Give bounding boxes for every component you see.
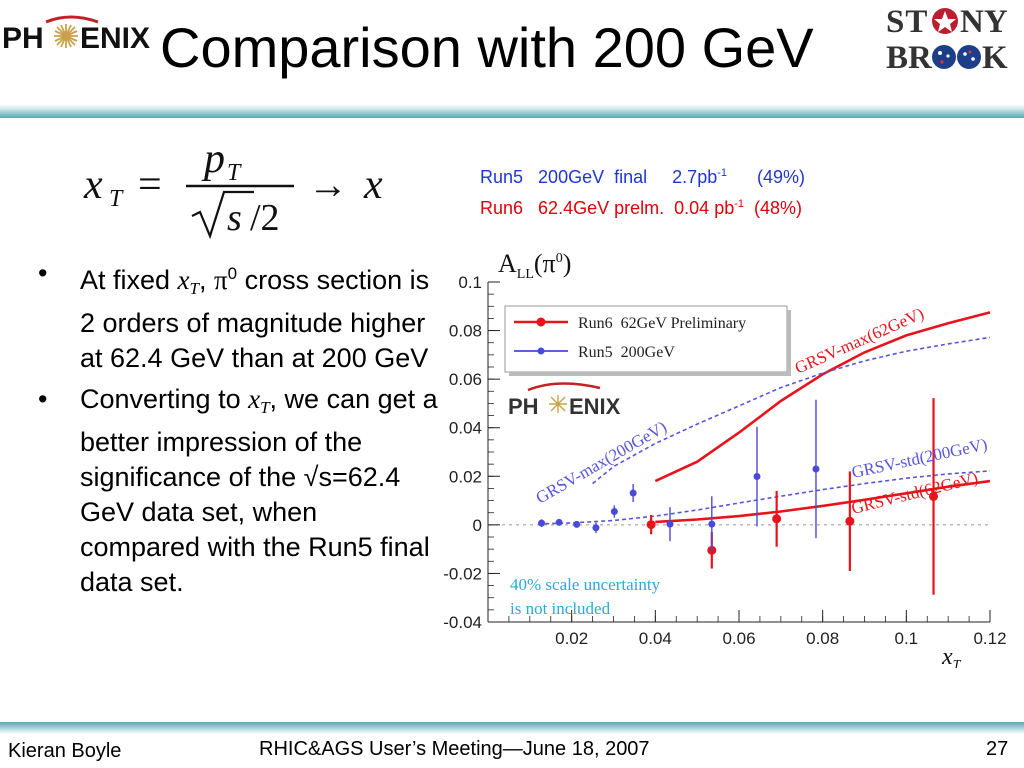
title-divider — [0, 104, 1024, 118]
legend-run6-label: Run6 62GeV Preliminary — [578, 315, 746, 332]
run5-point — [610, 508, 618, 515]
legend-run5-marker — [537, 347, 545, 355]
phenix-logo: PH ENIX — [2, 15, 150, 55]
run5-point — [812, 465, 820, 473]
y-tick-label: 0.06 — [449, 370, 482, 389]
run-summary: Run5 200GeV final 2.7pb-1 (49%) Run6 62.… — [480, 160, 805, 222]
svg-text:K: K — [982, 40, 1008, 75]
inset-phenix-logo: PH ENIX — [508, 382, 621, 419]
legend-run6-marker — [536, 317, 546, 327]
legend-run5-label: Run5 200GeV — [578, 344, 675, 361]
x-tick-label: 0.02 — [555, 629, 588, 648]
run6-point — [646, 520, 656, 530]
formula-equals: = — [138, 162, 162, 208]
svg-text:ST: ST — [886, 4, 928, 40]
scale-uncertainty-note-2: is not included — [510, 599, 611, 618]
x-tick-label: 0.08 — [806, 629, 839, 648]
label-grsv-max-200: GRSV-max(200GeV) — [533, 417, 670, 507]
formula-root: s — [227, 197, 242, 239]
all-chart: 0.1 0.08 0.06 0.04 0.02 0 -0.02 -0.04 0.02 0.04 0.… — [443, 249, 1006, 668]
formula-lhs-sub: T — [109, 186, 124, 212]
chart-axes: 0.1 0.08 0.06 0.04 0.02 0 -0.02 -0.04 0.02 0.04 0.… — [443, 273, 1006, 648]
run6-summary: Run6 62.4GeV prelm. 0.04 pb-1 (48%) — [480, 198, 803, 218]
y-tick-label: -0.02 — [443, 564, 482, 583]
svg-text:BR: BR — [886, 40, 933, 75]
svg-text:ENIX: ENIX — [80, 22, 150, 55]
run5-point — [666, 520, 674, 528]
chart-title: ALL(π0) — [498, 249, 571, 282]
y-tick-label: -0.04 — [443, 613, 482, 632]
label-grsv-max-62: GRSV-max(62GeV) — [792, 304, 927, 378]
slide-title: Comparison with 200 GeV — [160, 16, 814, 79]
formula-rhs: x — [363, 162, 383, 208]
run5-point — [592, 524, 600, 532]
run5-point — [629, 489, 637, 497]
formula-arrow: → — [308, 162, 348, 207]
run6-point — [772, 514, 782, 524]
xt-formula: x T = p T s /2 → x — [83, 140, 383, 240]
run6-point — [929, 491, 939, 501]
svg-text:PH: PH — [2, 22, 44, 55]
scale-uncertainty-note: 40% scale uncertainty — [510, 575, 661, 594]
svg-text:PH: PH — [508, 394, 539, 419]
run5-point — [708, 520, 716, 528]
formula-numerator: p — [201, 140, 225, 182]
curve-grsv-std-200gev — [538, 470, 991, 525]
footer-author: Kieran Boyle — [8, 740, 122, 762]
run5-summary: Run5 200GeV final 2.7pb-1 (49%) — [480, 167, 806, 187]
run5-point — [538, 519, 546, 527]
run5-point — [555, 518, 563, 526]
run5-point — [573, 520, 581, 528]
y-tick-label: 0 — [473, 516, 482, 535]
x-tick-label: 0.1 — [895, 629, 919, 648]
y-tick-label: 0.08 — [449, 322, 482, 341]
bullet-list: • At fixed xT, π0 cross section is 2 orde… — [38, 256, 438, 606]
bullet-item: • At fixed xT, π0 cross section is 2 orde… — [38, 258, 430, 373]
data-points — [538, 398, 939, 595]
formula-numerator-sub: T — [227, 160, 242, 186]
x-tick-label: 0.12 — [973, 629, 1006, 648]
x-tick-label: 0.04 — [639, 629, 672, 648]
x-tick-label: 0.06 — [722, 629, 755, 648]
y-tick-label: 0.1 — [458, 273, 482, 292]
formula-denominator-tail: /2 — [250, 197, 280, 239]
run6-point — [845, 516, 855, 526]
page-number: 27 — [986, 738, 1009, 760]
chart-legend: Run6 62GeV Preliminary Run5 200GeV — [504, 305, 791, 376]
stony-brook-logo: ST NY BR K — [886, 4, 1008, 75]
run5-point — [753, 473, 761, 481]
curve-grsv-max-62gev — [654, 311, 991, 483]
footer-meeting: RHIC&AGS User’s Meeting—June 18, 2007 — [259, 738, 650, 760]
svg-text:ENIX: ENIX — [569, 394, 621, 419]
y-tick-label: 0.04 — [449, 419, 482, 438]
svg-text:NY: NY — [960, 4, 1008, 40]
bullet-item: • Converting to xT, we can get a better i… — [38, 384, 438, 597]
footer-divider — [0, 722, 1024, 734]
curve-grsv-max-200gev — [592, 336, 991, 485]
y-tick-label: 0.02 — [449, 467, 482, 486]
formula-lhs: x — [83, 162, 103, 208]
x-axis-label: xT — [941, 644, 962, 668]
